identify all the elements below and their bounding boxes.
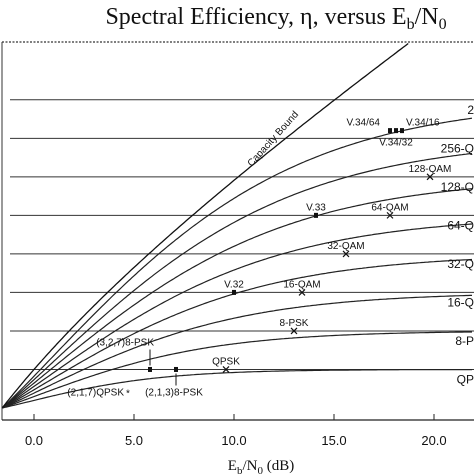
curve-label-3: 32-Q	[447, 257, 474, 271]
point-label-11: (3,2,7)8-PSK	[96, 337, 154, 348]
point-marker-0	[222, 366, 230, 373]
modulation-curve-2	[1, 294, 472, 409]
point-marker-5	[386, 211, 394, 219]
point-label-10: V.34/32	[379, 138, 413, 149]
x-tick-label-4: 20.0	[421, 433, 446, 448]
x-ticks: 0.0 5.0 10.0 15.0 20.0	[25, 414, 447, 448]
point-marker-6	[314, 212, 318, 218]
x-axis-label-sub-b: b	[237, 465, 243, 474]
curve-label-5: 128-Q	[441, 180, 474, 194]
point-label-4: 32-QAM	[327, 241, 364, 252]
chart-title: Spectral Efficiency, η, versus Eb/N0	[105, 4, 446, 33]
capacity-bound-line	[1, 42, 409, 409]
point-marker-2	[298, 288, 306, 296]
point-marker-4	[342, 250, 350, 258]
point-label-12: (2,1,3)8-PSK	[145, 387, 203, 398]
x-axis-label-main: E	[228, 458, 237, 474]
chart-title-sub-0: 0	[439, 16, 447, 33]
x-tick-label-1: 5.0	[125, 433, 143, 448]
curve-label-1: 8-P	[455, 334, 474, 348]
modulation-curve-0	[1, 369, 472, 409]
modulation-curve-7	[1, 117, 473, 409]
curve-label-0: QP	[457, 372, 474, 386]
x-axis-label: Eb/N0 (dB)	[228, 458, 294, 474]
point-label-0: QPSK	[212, 356, 240, 367]
modulation-curve-3	[1, 258, 473, 409]
x-tick-label-2: 10.0	[221, 433, 246, 448]
point-label-7: 128-QAM	[409, 164, 452, 175]
modulation-curve-4	[1, 223, 473, 409]
capacity-bound-label: Capacity Bound	[246, 109, 301, 169]
operating-points: QPSK 8-PSK 16-QAM V.32 32-QAM 64-QAM V.33 128-Q…	[67, 118, 451, 400]
point-label-13: (2,1,7)QPSK	[67, 388, 124, 399]
point-label-9: V.34/16	[406, 118, 440, 129]
point-marker-11	[148, 366, 152, 372]
curve-label-7: 2	[467, 103, 474, 117]
point-marker-3	[232, 289, 236, 295]
point-marker-1	[290, 327, 298, 335]
x-tick-label-3: 15.0	[321, 433, 346, 448]
modulation-curve-5	[1, 188, 473, 409]
point-marker-13: *	[126, 389, 130, 400]
point-label-3: V.32	[224, 279, 244, 290]
chart-title-sub-b: b	[407, 16, 415, 33]
chart-title-main: Spectral Efficiency, η, versus E	[105, 4, 406, 30]
point-label-5: 64-QAM	[371, 202, 408, 213]
x-tick-label-0: 0.0	[25, 433, 43, 448]
point-marker-10	[394, 128, 398, 134]
x-axis-label-unit: (dB)	[263, 458, 294, 474]
point-label-1: 8-PSK	[280, 318, 309, 329]
curve-label-4: 64-Q	[447, 218, 474, 232]
point-marker-8	[388, 128, 392, 134]
point-label-6: V.33	[306, 202, 326, 213]
x-axis-label-slash: /N	[242, 458, 257, 474]
right-edge-labels: QP 8-P 16-Q 32-Q 64-Q 128-Q 256-Q 2	[441, 103, 474, 387]
point-marker-7	[426, 173, 434, 181]
point-label-8: V.34/64	[346, 118, 380, 129]
curve-label-6: 256-Q	[441, 141, 474, 155]
point-marker-9	[400, 128, 404, 134]
curve-label-2: 16-Q	[447, 295, 474, 309]
x-axis-label-sub-0: 0	[257, 465, 263, 474]
chart-title-slash: /N	[415, 4, 439, 30]
point-label-2: 16-QAM	[283, 279, 320, 290]
modulation-curves	[1, 117, 473, 409]
modulation-curve-6	[1, 152, 473, 409]
modulation-curve-1	[1, 331, 472, 409]
point-marker-12	[174, 366, 178, 372]
